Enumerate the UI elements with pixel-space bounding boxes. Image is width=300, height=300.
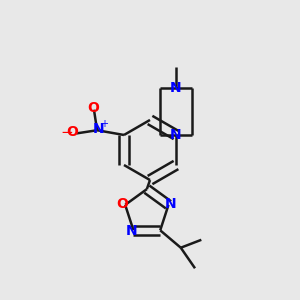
Text: N: N (170, 128, 182, 142)
Text: O: O (117, 197, 129, 211)
Text: N: N (170, 81, 182, 94)
Text: N: N (165, 197, 177, 211)
Text: O: O (87, 101, 99, 115)
Text: −: − (61, 125, 74, 140)
Text: N: N (126, 224, 138, 238)
Text: O: O (66, 125, 78, 140)
Text: N: N (93, 122, 104, 136)
Text: +: + (100, 119, 108, 129)
